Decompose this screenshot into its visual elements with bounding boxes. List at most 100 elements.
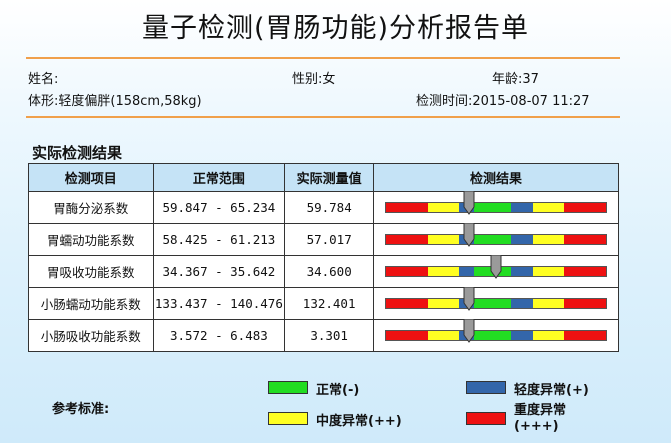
scale-segment — [386, 203, 428, 212]
reference-label: 参考标准: — [52, 402, 110, 417]
scale-segment — [427, 203, 459, 212]
result-bar — [385, 255, 608, 279]
report-title: 量子检测(胃肠功能)分析报告单 — [141, 13, 530, 44]
scale-segment — [564, 267, 606, 276]
body-value: 轻度偏胖(158cm,58kg) — [58, 94, 202, 109]
result-marker-icon — [463, 287, 475, 311]
scale-segment — [533, 331, 565, 340]
scale-segment — [533, 267, 565, 276]
item-name: 胃吸收功能系数 — [28, 255, 154, 288]
time-value: 2015-08-07 11:27 — [472, 94, 590, 109]
scale-segment — [564, 331, 606, 340]
item-name: 胃蠕动功能系数 — [28, 223, 154, 256]
table-header-row: 检测项目 正常范围 实际测量值 检测结果 — [28, 163, 619, 192]
scale-bar — [385, 298, 608, 309]
scale-bar — [385, 202, 608, 213]
age-field: 年龄:37 — [492, 68, 539, 87]
info-divider — [26, 116, 620, 118]
title-divider — [26, 57, 620, 59]
scale-segment — [474, 235, 512, 244]
age-label: 年龄: — [492, 72, 523, 87]
gender-label: 性别: — [292, 72, 323, 87]
name-label: 姓名: — [28, 72, 59, 87]
scale-segment — [458, 267, 475, 276]
result-bar — [385, 191, 608, 215]
item-name: 小肠吸收功能系数 — [28, 319, 154, 352]
header-value: 实际测量值 — [284, 163, 375, 192]
scale-segment — [511, 267, 534, 276]
result-bar-cell — [373, 319, 619, 352]
result-bar-cell — [373, 223, 619, 256]
scale-segment — [533, 235, 565, 244]
result-bar-cell — [373, 255, 619, 288]
result-bar — [385, 319, 608, 343]
scale-segment — [386, 331, 428, 340]
header-item: 检测项目 — [28, 163, 154, 192]
header-range: 正常范围 — [152, 163, 286, 192]
scale-segment — [427, 235, 459, 244]
result-bar — [385, 287, 608, 311]
table-row: 胃吸收功能系数 34.367 - 35.642 34.600 — [28, 255, 619, 288]
legend-text-severe: 重度异常 (+++) — [514, 403, 566, 435]
time-label: 检测时间: — [416, 94, 473, 109]
result-marker-icon — [490, 255, 502, 279]
scale-segment — [533, 299, 565, 308]
result-bar-cell — [373, 287, 619, 320]
legend-text-severe-line1: 重度异常 — [514, 403, 567, 418]
legend-text-mild: 轻度异常(+) — [514, 383, 589, 398]
legend-text-moderate: 中度异常(++) — [316, 414, 402, 429]
legend-swatch-mild — [466, 381, 506, 394]
result-marker-icon — [463, 223, 475, 247]
scale-segment — [386, 267, 428, 276]
scale-segment — [386, 235, 428, 244]
scale-segment — [474, 203, 512, 212]
normal-range: 3.572 - 6.483 — [152, 319, 286, 352]
legend-text-severe-line2: (+++) — [514, 419, 559, 434]
result-marker-icon — [463, 319, 475, 343]
legend-text-normal: 正常(-) — [316, 383, 360, 398]
time-field: 检测时间:2015-08-07 11:27 — [416, 90, 590, 109]
measured-value: 57.017 — [284, 223, 375, 256]
item-name: 胃酶分泌系数 — [28, 191, 154, 224]
scale-bar — [385, 234, 608, 245]
scale-segment — [511, 235, 534, 244]
scale-segment — [564, 203, 606, 212]
body-field: 体形:轻度偏胖(158cm,58kg) — [28, 90, 202, 109]
header-result: 检测结果 — [373, 163, 619, 192]
scale-segment — [427, 331, 459, 340]
scale-segment — [564, 299, 606, 308]
normal-range: 59.847 - 65.234 — [152, 191, 286, 224]
scale-segment — [474, 299, 512, 308]
normal-range: 58.425 - 61.213 — [152, 223, 286, 256]
section-title: 实际检测结果 — [32, 144, 123, 162]
result-bar-cell — [373, 191, 619, 224]
scale-bar — [385, 330, 608, 341]
table-row: 胃酶分泌系数 59.847 - 65.234 59.784 — [28, 191, 619, 224]
measured-value: 34.600 — [284, 255, 375, 288]
scale-segment — [511, 203, 534, 212]
legend-swatch-severe — [466, 412, 506, 425]
item-name: 小肠蠕动功能系数 — [28, 287, 154, 320]
results-table: 检测项目 正常范围 实际测量值 检测结果 胃酶分泌系数 59.847 - 65.… — [28, 163, 619, 352]
scale-segment — [474, 331, 512, 340]
normal-range: 133.437 - 140.476 — [152, 287, 286, 320]
normal-range: 34.367 - 35.642 — [152, 255, 286, 288]
table-row: 小肠吸收功能系数 3.572 - 6.483 3.301 — [28, 319, 619, 352]
scale-segment — [533, 203, 565, 212]
gender-value: 女 — [322, 72, 336, 87]
gender-field: 性别:女 — [292, 68, 335, 87]
legend-swatch-normal — [268, 381, 308, 394]
measured-value: 132.401 — [284, 287, 375, 320]
table-row: 胃蠕动功能系数 58.425 - 61.213 57.017 — [28, 223, 619, 256]
measured-value: 59.784 — [284, 191, 375, 224]
scale-segment — [511, 299, 534, 308]
scale-segment — [511, 331, 534, 340]
scale-segment — [427, 299, 459, 308]
measured-value: 3.301 — [284, 319, 375, 352]
result-bar — [385, 223, 608, 247]
scale-segment — [427, 267, 459, 276]
age-value: 37 — [522, 72, 539, 87]
scale-segment — [386, 299, 428, 308]
table-row: 小肠蠕动功能系数 133.437 - 140.476 132.401 — [28, 287, 619, 320]
legend-swatch-moderate — [268, 412, 308, 425]
